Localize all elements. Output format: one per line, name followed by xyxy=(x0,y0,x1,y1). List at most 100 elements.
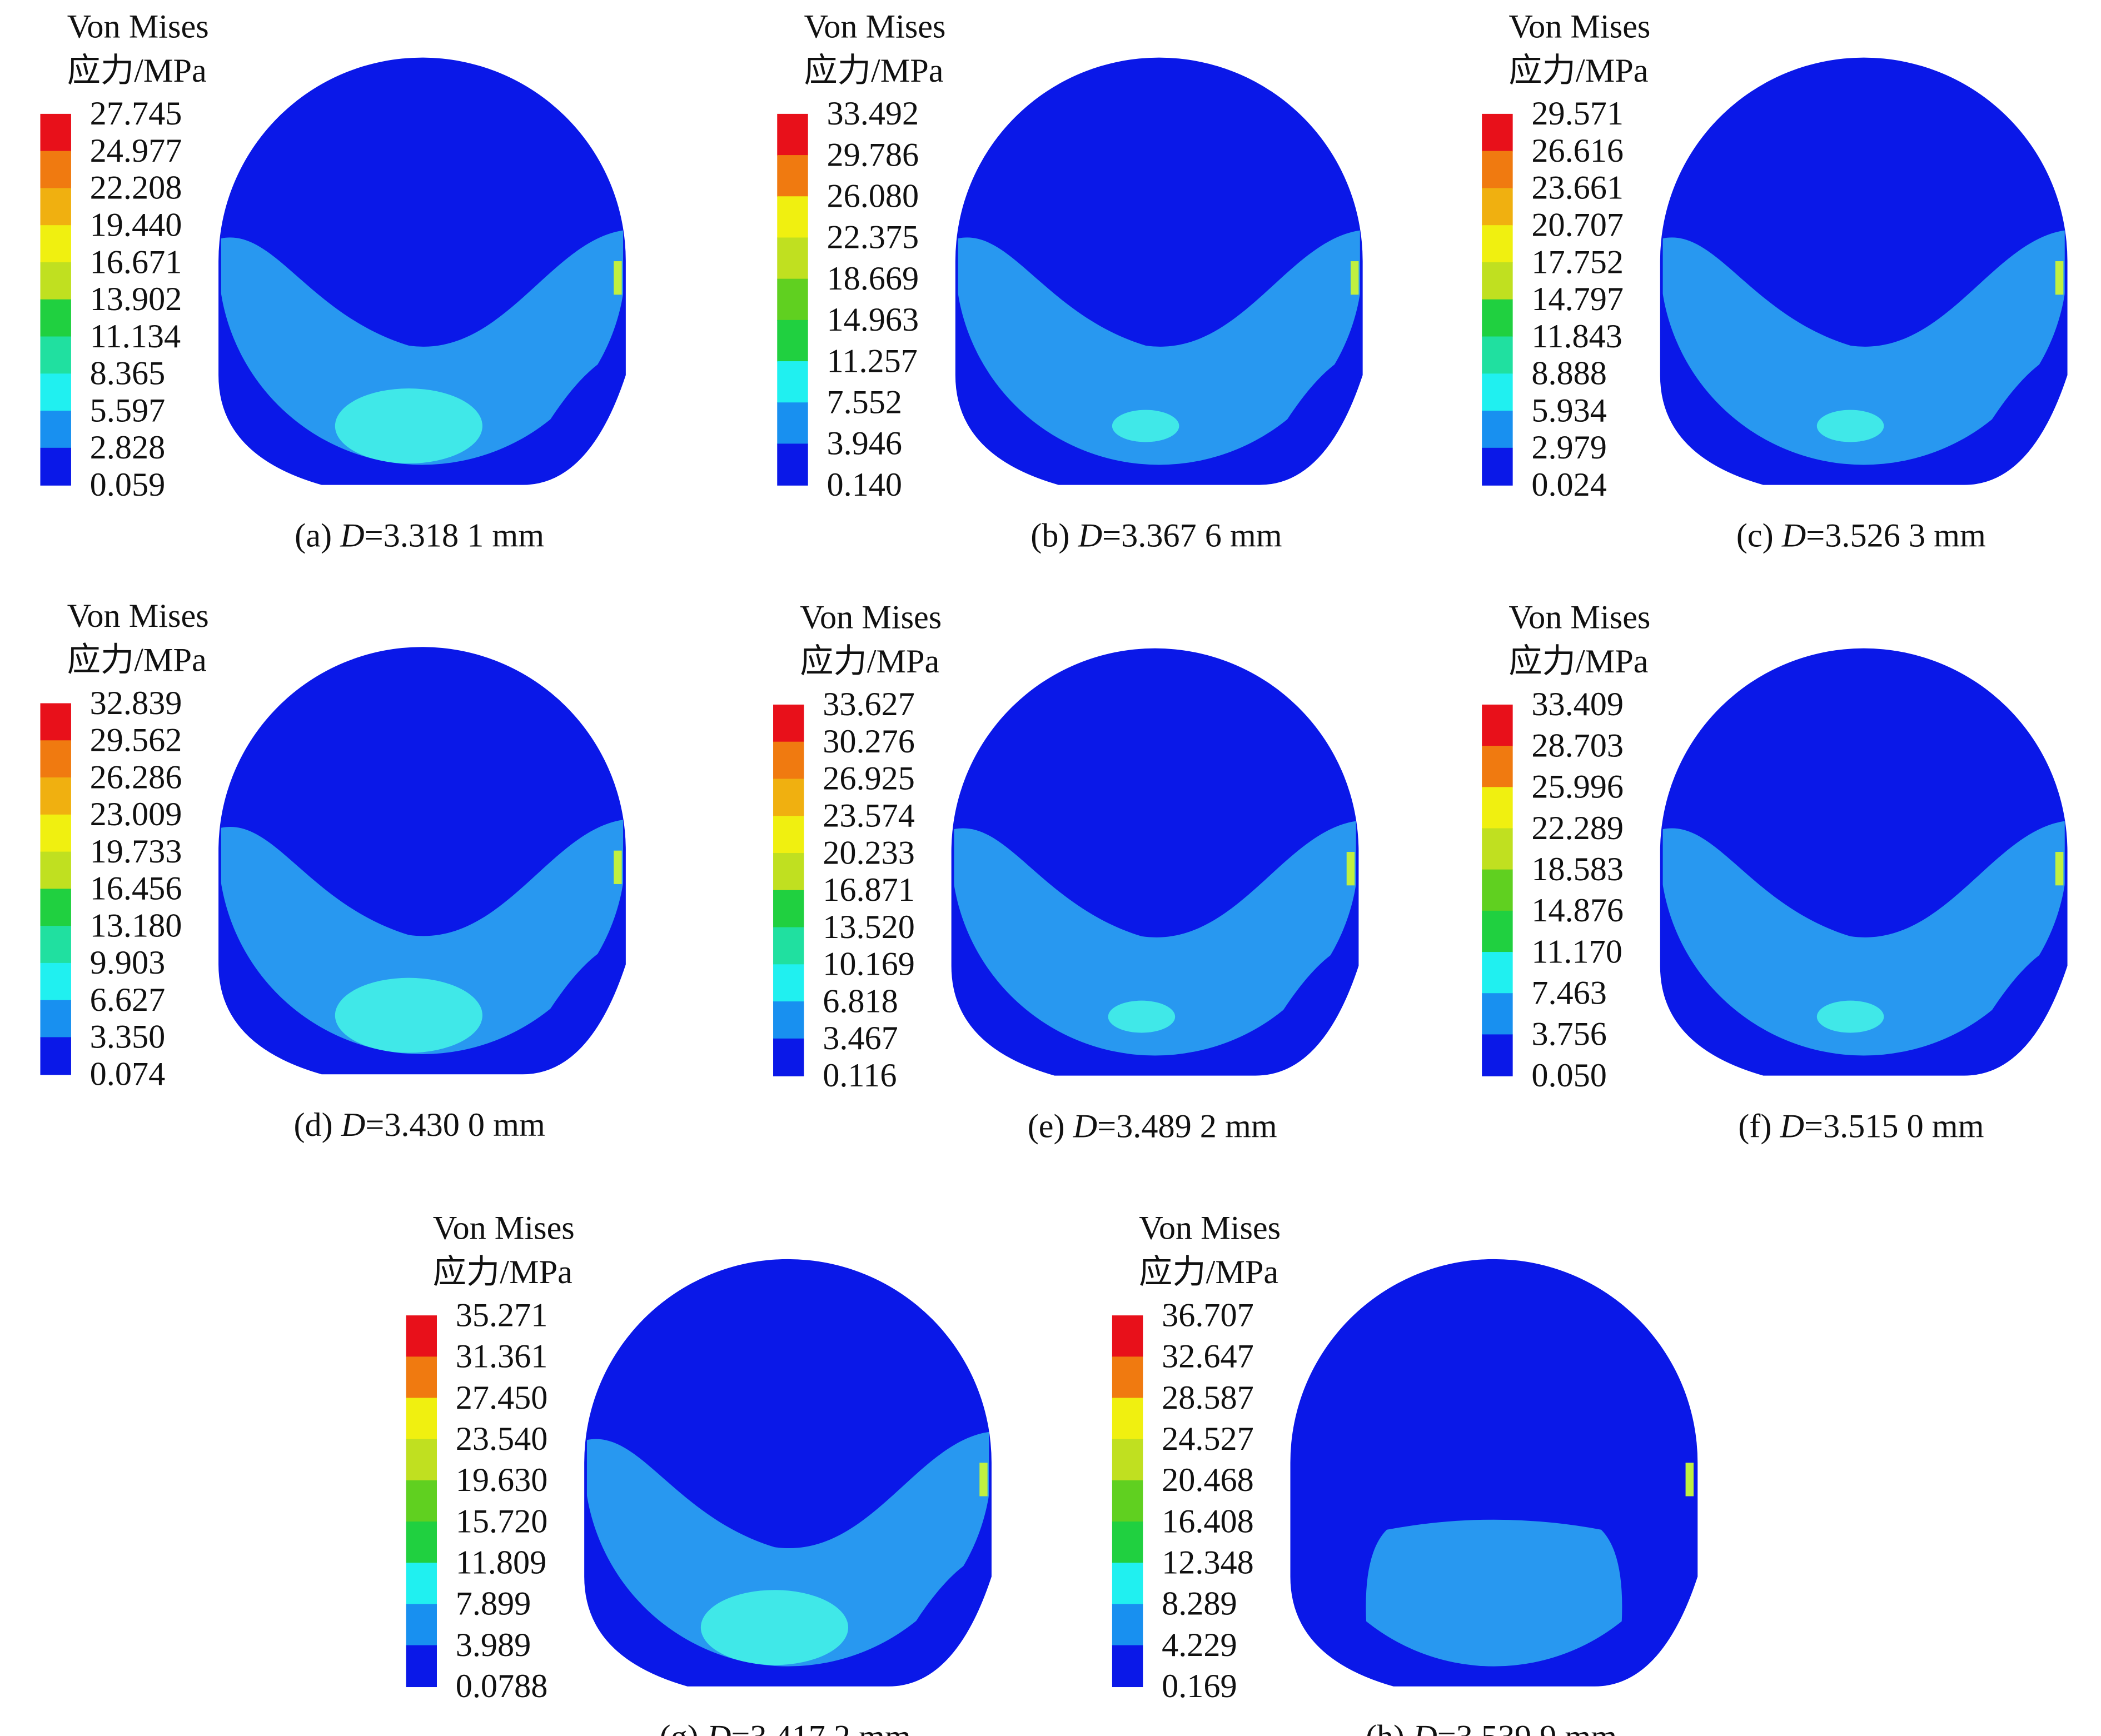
legend-title: Von Mises xyxy=(433,1210,575,1247)
legend-value: 23.540 xyxy=(456,1420,548,1458)
legend-band xyxy=(406,1645,437,1688)
contour-hotspot xyxy=(979,1463,988,1496)
caption: (a) D=3.318 1 mm xyxy=(295,517,544,554)
legend-band xyxy=(1482,151,1513,189)
legend-value: 20.468 xyxy=(1162,1461,1254,1499)
legend-title: 应力/MPa xyxy=(804,52,943,89)
legend-band xyxy=(406,1398,437,1440)
legend-band xyxy=(777,196,808,238)
legend-band xyxy=(1112,1645,1143,1688)
legend-value: 16.871 xyxy=(823,871,915,909)
legend-value: 18.669 xyxy=(827,260,919,297)
contour-region xyxy=(954,821,1356,1056)
legend-value: 23.661 xyxy=(1531,169,1624,207)
caption: (c) D=3.526 3 mm xyxy=(1736,517,1986,554)
caption: (e) D=3.489 2 mm xyxy=(1028,1108,1277,1145)
legend-band xyxy=(1112,1356,1143,1399)
panel: Von Mises应力/MPa29.57126.61623.66120.7071… xyxy=(1482,8,2068,554)
legend-band xyxy=(773,890,804,928)
caption-label: (g) xyxy=(660,1719,707,1736)
caption-value: =3.489 2 mm xyxy=(1097,1108,1277,1145)
legend-band xyxy=(40,188,71,226)
legend-value: 17.752 xyxy=(1531,243,1624,281)
legend-value: 28.703 xyxy=(1531,727,1624,764)
legend-value: 11.134 xyxy=(90,318,181,355)
legend-band xyxy=(1482,113,1513,152)
legend-value: 5.934 xyxy=(1531,392,1607,429)
contour-hotspot xyxy=(1350,261,1359,295)
legend-value: 20.233 xyxy=(823,834,915,871)
caption: (f) D=3.515 0 mm xyxy=(1738,1108,1984,1145)
legend-value: 13.902 xyxy=(90,281,182,318)
contour-peak xyxy=(335,977,482,1053)
legend-band xyxy=(773,779,804,817)
legend-band xyxy=(1482,299,1513,337)
legend-value: 26.616 xyxy=(1531,132,1624,169)
legend-band xyxy=(406,1480,437,1523)
caption-value: =3.526 3 mm xyxy=(1806,517,1986,554)
legend-title: 应力/MPa xyxy=(1508,52,1648,89)
legend-value: 18.583 xyxy=(1531,851,1624,888)
legend-value: 16.456 xyxy=(90,870,182,907)
legend-band xyxy=(777,320,808,362)
legend-band xyxy=(777,113,808,156)
contour-peak xyxy=(1816,1000,1884,1033)
legend-value: 0.024 xyxy=(1531,466,1607,503)
contour-region xyxy=(1662,230,2065,465)
legend-band xyxy=(1482,262,1513,300)
legend-band xyxy=(773,1038,804,1076)
contour-peak xyxy=(335,388,482,464)
panel: Von Mises 应力/MPa 33.492 29.786 26.080 22.375 1… xyxy=(777,8,1363,554)
legend-value: 25.996 xyxy=(1531,769,1624,806)
legend-title: 应力/MPa xyxy=(800,643,939,680)
legend-band xyxy=(406,1356,437,1399)
legend-band xyxy=(777,155,808,197)
legend-band xyxy=(40,113,71,152)
legend-band xyxy=(1482,411,1513,449)
legend-band xyxy=(773,927,804,965)
panel: Von Mises应力/MPa27.74524.97722.20819.4401… xyxy=(40,8,626,554)
panel: Von Mises应力/MPa32.83929.56226.28623.0091… xyxy=(40,597,626,1144)
legend-band xyxy=(1112,1480,1143,1523)
legend-value: 3.350 xyxy=(90,1019,166,1056)
legend-title: Von Mises xyxy=(1139,1210,1281,1247)
legend-band xyxy=(406,1439,437,1481)
contour-region xyxy=(586,1431,989,1667)
legend-title: Von Mises xyxy=(67,8,209,45)
legend-band xyxy=(40,777,71,816)
legend-title: Von Mises xyxy=(67,597,209,635)
contour-peak xyxy=(1112,410,1179,442)
contour-region xyxy=(221,820,624,1055)
caption: (g) D=3.417 2 mm xyxy=(660,1719,911,1736)
legend-value: 32.647 xyxy=(1162,1338,1254,1375)
legend-band xyxy=(777,237,808,280)
caption-label: (e) xyxy=(1028,1108,1073,1145)
legend-value: 4.229 xyxy=(1162,1627,1237,1664)
legend-value: 11.843 xyxy=(1531,318,1622,355)
legend-value: 10.169 xyxy=(823,946,915,983)
caption-value: =3.539 9 mm xyxy=(1437,1719,1617,1736)
caption-variable: D xyxy=(706,1719,731,1736)
legend-band xyxy=(1112,1398,1143,1440)
caption: (h) D=3.539 9 mm xyxy=(1366,1719,1617,1736)
legend-band xyxy=(40,703,71,741)
legend-value: 2.979 xyxy=(1531,429,1607,466)
contour-hotspot xyxy=(2055,261,2064,295)
legend-value: 0.140 xyxy=(827,466,902,503)
legend-band xyxy=(40,225,71,263)
legend-band xyxy=(40,926,71,964)
legend-band xyxy=(777,361,808,403)
caption-value: =3.430 0 mm xyxy=(365,1106,545,1144)
legend-value: 15.720 xyxy=(456,1503,548,1540)
contour-peak xyxy=(700,1590,849,1665)
legend-title: 应力/MPa xyxy=(1508,643,1648,680)
legend-value: 14.876 xyxy=(1531,892,1624,929)
legend-title: 应力/MPa xyxy=(1139,1254,1278,1291)
legend-band xyxy=(773,1001,804,1040)
contours xyxy=(221,230,624,465)
legend-title: 应力/MPa xyxy=(67,642,207,679)
legend-band xyxy=(1112,1522,1143,1564)
legend-band xyxy=(1482,869,1513,912)
legend-value: 22.289 xyxy=(1531,810,1624,847)
